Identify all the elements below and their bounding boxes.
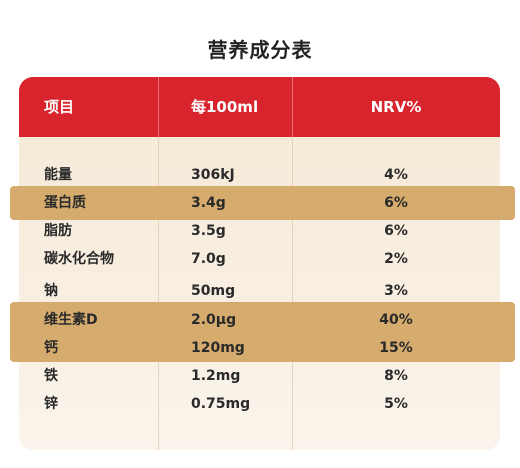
- nutrient-amount: 3.4g: [191, 195, 226, 211]
- nutrient-name: 钙: [44, 340, 58, 356]
- nutrient-nrv: 6%: [384, 223, 408, 239]
- nutrient-nrv: 40%: [379, 312, 413, 328]
- nutrient-amount: 120mg: [191, 340, 245, 356]
- page-title: 营养成分表: [207, 38, 313, 62]
- table-row: 碳水化合物 7.0g 2%: [19, 245, 500, 273]
- header-nrv: NRV%: [370, 98, 422, 116]
- nutrition-table: 项目 每100ml NRV%: [19, 77, 500, 450]
- table-row: 维生素D 2.0μg 40%: [19, 306, 500, 334]
- header-divider: [292, 77, 293, 137]
- header-per-100ml: 每100ml: [191, 98, 259, 116]
- table-header: 项目 每100ml NRV%: [19, 77, 500, 137]
- table-row: 能量 306kJ 4%: [19, 161, 500, 189]
- nutrient-amount: 3.5g: [191, 223, 226, 239]
- nutrient-name: 维生素D: [44, 312, 98, 328]
- table-row: 锌 0.75mg 5%: [19, 390, 500, 418]
- nutrient-name: 蛋白质: [44, 195, 86, 211]
- nutrient-amount: 7.0g: [191, 251, 226, 267]
- header-divider: [158, 77, 159, 137]
- nutrient-amount: 306kJ: [191, 167, 235, 183]
- header-item: 项目: [44, 98, 75, 116]
- nutrient-name: 铁: [44, 368, 58, 384]
- table-row: 铁 1.2mg 8%: [19, 362, 500, 390]
- nutrient-nrv: 15%: [379, 340, 413, 356]
- nutrient-name: 钠: [44, 283, 58, 299]
- nutrient-name: 碳水化合物: [44, 251, 114, 267]
- column-divider: [158, 77, 159, 450]
- nutrient-nrv: 8%: [384, 368, 408, 384]
- table-row: 蛋白质 3.4g 6%: [19, 189, 500, 217]
- nutrient-name: 能量: [44, 167, 72, 183]
- table-row: 钠 50mg 3%: [19, 277, 500, 305]
- highlight-band-vitd-calcium: [10, 302, 515, 362]
- column-divider: [292, 77, 293, 450]
- nutrient-nrv: 3%: [384, 283, 408, 299]
- nutrient-nrv: 6%: [384, 195, 408, 211]
- nutrient-nrv: 4%: [384, 167, 408, 183]
- nutrient-amount: 2.0μg: [191, 312, 237, 328]
- highlight-band-protein: [10, 186, 515, 220]
- nutrient-nrv: 2%: [384, 251, 408, 267]
- nutrient-nrv: 5%: [384, 396, 408, 412]
- nutrient-amount: 0.75mg: [191, 396, 251, 412]
- nutrient-amount: 1.2mg: [191, 368, 241, 384]
- nutrient-name: 脂肪: [44, 223, 72, 239]
- nutrient-amount: 50mg: [191, 283, 236, 299]
- nutrient-name: 锌: [44, 396, 58, 412]
- table-row: 钙 120mg 15%: [19, 334, 500, 362]
- table-row: 脂肪 3.5g 6%: [19, 217, 500, 245]
